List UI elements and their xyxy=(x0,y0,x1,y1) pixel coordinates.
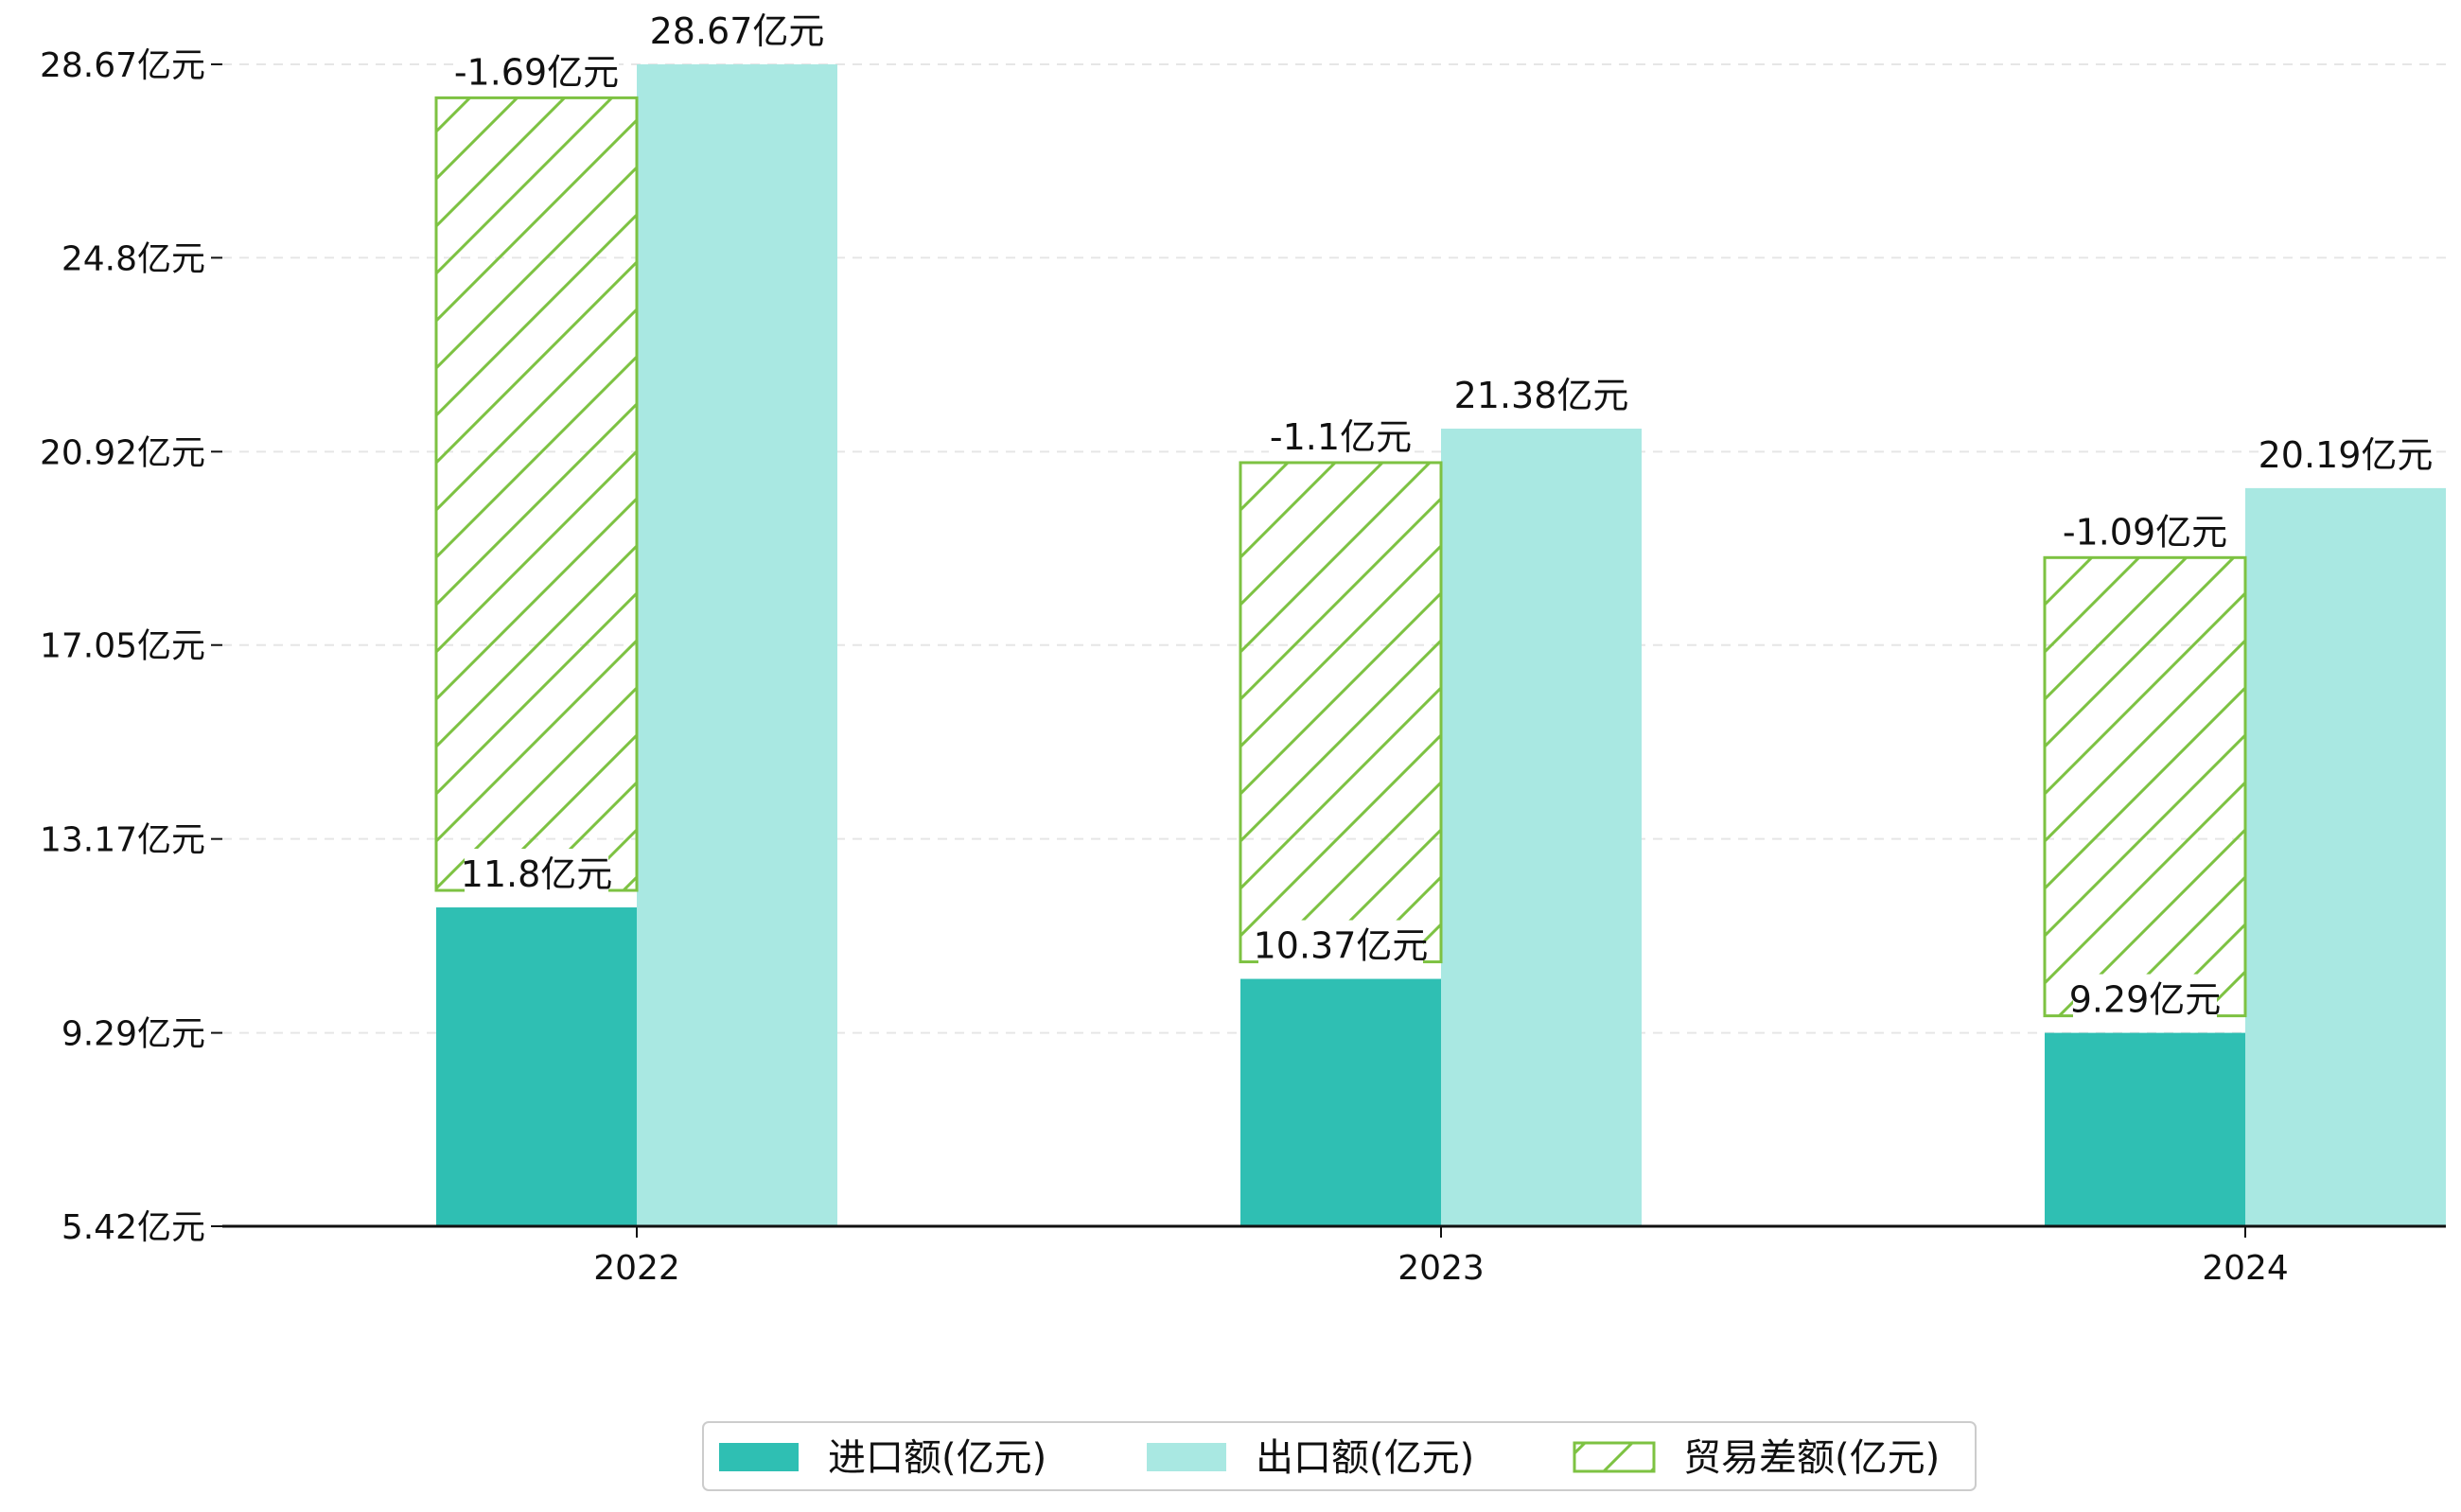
export-value-label-bg xyxy=(1459,370,1624,420)
export-value-label-bg xyxy=(2263,429,2428,479)
x-tick-label: 2024 xyxy=(2202,1249,2289,1288)
export-value-label: 28.67亿元 xyxy=(650,10,825,52)
import-bar xyxy=(1240,978,1441,1226)
import-value-label-bg xyxy=(1258,920,1423,970)
y-tick-label: 20.92亿元 xyxy=(40,433,205,472)
legend: 进口额(亿元) 出口额(亿元) 贸易差额(亿元) xyxy=(702,1421,1977,1491)
legend-import-swatch xyxy=(719,1443,799,1471)
trade-value-label: -1.1亿元 xyxy=(1270,416,1412,458)
export-value-label: 20.19亿元 xyxy=(2259,434,2434,476)
legend-trade-label: 贸易差额(亿元) xyxy=(1683,1436,1940,1480)
y-tick-label: 9.29亿元 xyxy=(62,1015,205,1054)
y-tick-label: 5.42亿元 xyxy=(62,1208,205,1247)
import-value-label-bg xyxy=(465,849,608,899)
trade-value-label-bg xyxy=(2063,506,2227,556)
trade-balance-bar xyxy=(434,96,639,892)
legend-frame xyxy=(702,1421,1977,1491)
y-tick-label: 28.67亿元 xyxy=(40,46,205,85)
import-bar xyxy=(436,907,637,1226)
y-tick-label: 17.05亿元 xyxy=(40,627,205,666)
export-bar xyxy=(1441,429,1642,1226)
export-value-label-bg xyxy=(655,6,819,55)
y-tick-label: 24.8亿元 xyxy=(62,239,205,278)
trade-balance-bar xyxy=(1239,461,1443,964)
import-value-label: 11.8亿元 xyxy=(461,853,613,895)
import-bar xyxy=(2045,1032,2245,1226)
import-value-label: 10.37亿元 xyxy=(1254,925,1429,967)
trade-value-label: -1.69亿元 xyxy=(454,51,619,93)
import-value-label: 9.29亿元 xyxy=(2069,979,2222,1021)
export-value-label: 21.38亿元 xyxy=(1454,375,1629,416)
trade-value-label-bg xyxy=(454,46,619,97)
export-bar xyxy=(2245,487,2446,1226)
trade-value-label-bg xyxy=(1269,411,1413,461)
trade-value-label: -1.09亿元 xyxy=(2063,511,2227,553)
data-labels: 11.8亿元 28.67亿元 -1.69亿元 10.37亿元 21.38亿元 -1.1亿元… xyxy=(454,6,2434,1024)
legend-import-label: 进口额(亿元) xyxy=(828,1436,1046,1480)
import-value-label-bg xyxy=(2073,974,2217,1024)
legend-export-swatch xyxy=(1147,1443,1226,1471)
legend-trade-swatch xyxy=(1573,1441,1656,1473)
export-bar xyxy=(637,64,837,1226)
x-tick-label: 2022 xyxy=(593,1249,680,1288)
axes: 5.42亿元 9.29亿元 13.17亿元 17.05亿元 20.92亿元 24.8亿元 2… xyxy=(40,46,2446,1288)
y-tick-label: 13.17亿元 xyxy=(40,821,205,860)
bars xyxy=(434,64,2446,1226)
x-tick-label: 2023 xyxy=(1397,1249,1485,1288)
trade-balance-bar xyxy=(2043,555,2247,1018)
legend-export-label: 出口额(亿元) xyxy=(1256,1436,1474,1480)
